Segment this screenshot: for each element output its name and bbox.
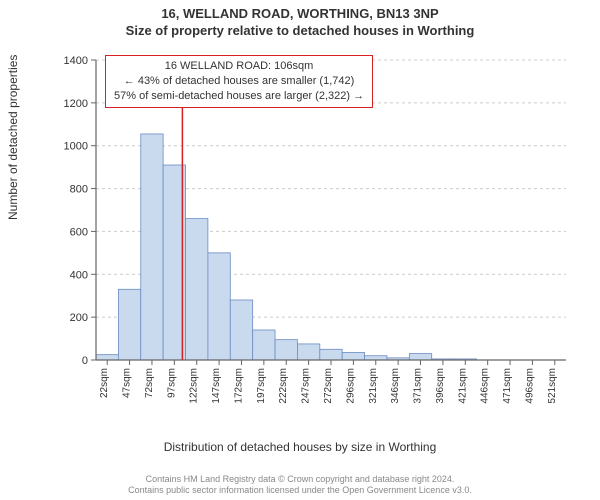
chart-title-2: Size of property relative to detached ho… [0,21,600,38]
svg-text:222sqm: 222sqm [278,368,289,404]
x-axis-label: Distribution of detached houses by size … [0,440,600,454]
callout-line-3: 57% of semi-detached houses are larger (… [114,89,364,104]
svg-text:471sqm: 471sqm [502,368,513,404]
svg-text:496sqm: 496sqm [524,368,535,404]
svg-text:1200: 1200 [64,98,88,110]
bar [253,330,275,360]
footer-line-1: Contains HM Land Registry data © Crown c… [0,474,600,485]
bar [320,349,342,360]
svg-text:396sqm: 396sqm [435,368,446,404]
bar [275,340,297,360]
bar [141,134,163,360]
svg-text:346sqm: 346sqm [390,368,401,404]
svg-text:197sqm: 197sqm [256,368,267,404]
svg-text:22sqm: 22sqm [99,368,110,398]
svg-text:421sqm: 421sqm [457,368,468,404]
svg-text:122sqm: 122sqm [189,368,200,404]
svg-text:446sqm: 446sqm [480,368,491,404]
svg-text:172sqm: 172sqm [233,368,244,404]
bar [118,289,140,360]
svg-text:272sqm: 272sqm [323,368,334,404]
svg-text:247sqm: 247sqm [301,368,312,404]
bar [186,219,208,360]
svg-text:97sqm: 97sqm [166,368,177,398]
bar [230,300,252,360]
svg-text:47sqm: 47sqm [122,368,133,398]
y-axis-label: Number of detached properties [6,55,20,220]
svg-text:72sqm: 72sqm [144,368,155,398]
svg-text:521sqm: 521sqm [547,368,558,404]
footer-line-2: Contains public sector information licen… [0,485,600,496]
svg-text:1400: 1400 [64,55,88,67]
callout-line-1: 16 WELLAND ROAD: 106sqm [114,59,364,74]
svg-text:200: 200 [70,312,88,324]
bar [208,253,230,360]
callout-line-2: ← 43% of detached houses are smaller (1,… [114,74,364,89]
bar [297,344,319,360]
svg-text:600: 600 [70,226,88,238]
svg-text:400: 400 [70,269,88,281]
svg-text:321sqm: 321sqm [368,368,379,404]
bar [96,355,118,360]
marker-callout: 16 WELLAND ROAD: 106sqm ← 43% of detache… [105,55,373,108]
svg-text:0: 0 [82,355,88,367]
svg-text:371sqm: 371sqm [413,368,424,404]
bar [365,356,387,360]
bar [342,353,364,361]
chart-title-1: 16, WELLAND ROAD, WORTHING, BN13 3NP [0,0,600,21]
svg-text:147sqm: 147sqm [211,368,222,404]
svg-text:800: 800 [70,184,88,196]
footer-attribution: Contains HM Land Registry data © Crown c… [0,474,600,497]
bar [409,354,431,360]
svg-text:296sqm: 296sqm [345,368,356,404]
svg-text:1000: 1000 [64,141,88,153]
